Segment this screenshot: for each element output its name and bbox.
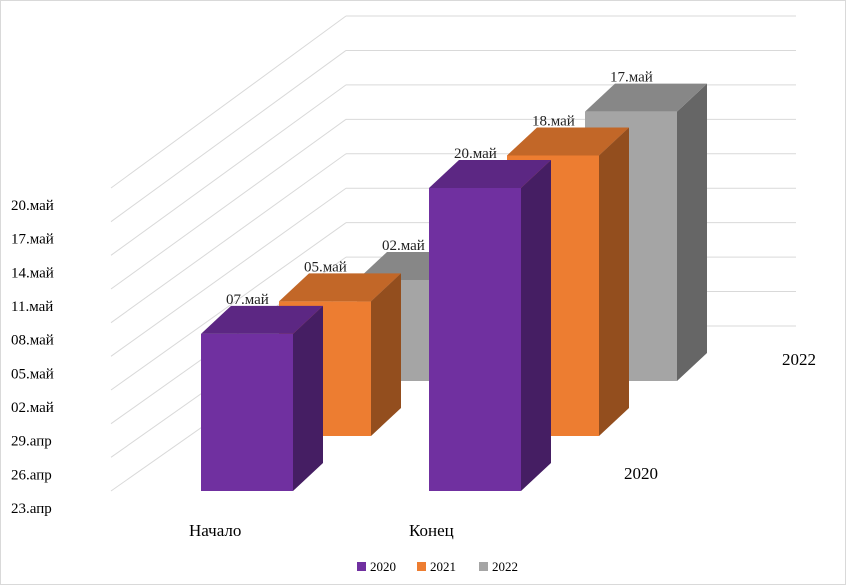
legend-swatch bbox=[417, 562, 426, 571]
gridline-side bbox=[110, 118, 347, 290]
bar-top bbox=[429, 160, 551, 188]
y-tick-label: 17.май bbox=[11, 232, 54, 248]
data-labels: 02.май 05.май 07.май 17.май 18.май 20.май bbox=[226, 70, 653, 308]
bar-top bbox=[585, 83, 707, 112]
y-tick-label: 05.май bbox=[11, 366, 54, 382]
legend-swatch bbox=[479, 562, 488, 571]
gridline-side bbox=[110, 15, 347, 189]
data-label: 20.май bbox=[454, 146, 497, 162]
bar-2020-1 bbox=[429, 160, 551, 491]
bar-top bbox=[279, 273, 401, 302]
bar-front bbox=[429, 188, 521, 491]
bar-top bbox=[201, 305, 323, 334]
y-tick-label: 11.май bbox=[11, 299, 53, 315]
legend: 2020 2021 2022 bbox=[357, 559, 518, 574]
y-tick-label: 23.апр bbox=[11, 501, 52, 517]
legend-label: 2022 bbox=[492, 559, 518, 574]
gridline-side bbox=[110, 187, 347, 357]
data-label: 05.май bbox=[304, 259, 347, 275]
gridline-side bbox=[110, 50, 347, 223]
bar-2020-0 bbox=[201, 305, 323, 491]
gridline-side bbox=[110, 222, 347, 391]
legend-swatch bbox=[357, 562, 366, 571]
data-label: 07.май bbox=[226, 292, 269, 308]
y-tick-label: 20.май bbox=[11, 198, 54, 214]
y-tick-label: 02.май bbox=[11, 400, 54, 416]
depth-label: 2022 bbox=[782, 350, 816, 369]
bar-side bbox=[293, 305, 323, 491]
bar-side bbox=[599, 127, 629, 436]
bar-side bbox=[677, 83, 707, 382]
category-label: Конец bbox=[409, 521, 454, 540]
category-label: Начало bbox=[189, 521, 241, 540]
bar-side bbox=[371, 273, 401, 436]
gridline-side bbox=[110, 84, 347, 256]
depth-labels: 2020 2022 bbox=[624, 350, 816, 483]
bar-top bbox=[507, 127, 629, 156]
y-tick-label: 26.апр bbox=[11, 467, 52, 483]
bar-front bbox=[201, 333, 293, 491]
y-tick-label: 29.апр bbox=[11, 434, 52, 450]
legend-label: 2021 bbox=[430, 559, 456, 574]
data-label: 18.май bbox=[532, 113, 575, 129]
depth-label: 2020 bbox=[624, 464, 658, 483]
legend-label: 2020 bbox=[370, 559, 396, 574]
bars bbox=[201, 83, 707, 491]
y-tick-label: 08.май bbox=[11, 333, 54, 349]
category-labels: Начало Конец bbox=[189, 521, 454, 540]
data-label: 17.май bbox=[610, 70, 653, 86]
y-tick-label: 14.май bbox=[11, 265, 54, 281]
gridline-side bbox=[110, 153, 347, 324]
data-label: 02.май bbox=[382, 238, 425, 254]
y-axis-ticks: 23.апр 26.апр 29.апр 02.май 05.май 08.май 11.м… bbox=[11, 198, 54, 517]
bar-side bbox=[521, 160, 551, 491]
